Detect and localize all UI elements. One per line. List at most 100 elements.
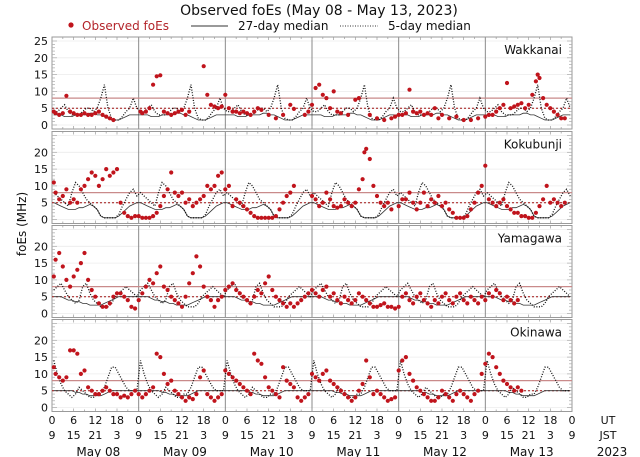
observed-point [64, 375, 69, 380]
legend: Observed foEs 27-day median 5-day median [68, 19, 471, 33]
observed-point [284, 304, 289, 309]
observed-point [338, 204, 343, 209]
x-tick-label-ut: 12 [88, 414, 102, 427]
observed-point [414, 294, 419, 299]
observed-point [486, 351, 491, 356]
observed-point [407, 190, 412, 195]
observed-point [51, 274, 56, 279]
observed-point [362, 150, 367, 155]
y-tick-label: 10 [34, 368, 48, 381]
observed-point [291, 304, 296, 309]
observed-point [418, 388, 423, 393]
observed-point [248, 392, 253, 397]
observed-point [263, 281, 268, 286]
observed-point [367, 375, 372, 380]
observed-point [212, 304, 217, 309]
x-tick-label-ut: 18 [197, 414, 211, 427]
observed-point [306, 291, 311, 296]
observed-point [96, 392, 101, 397]
observed-point [559, 116, 564, 121]
median-27day-line [53, 390, 571, 397]
observed-point [295, 301, 300, 306]
observed-point [389, 116, 394, 121]
observed-point [201, 284, 206, 289]
x-tick-label-ut: 6 [244, 414, 251, 427]
x-tick-label-jst: 3 [287, 429, 294, 442]
observed-point [439, 204, 445, 209]
observed-point [93, 173, 98, 178]
observed-point [114, 167, 120, 172]
observed-point [78, 112, 83, 117]
observed-point [508, 298, 513, 303]
observed-point [559, 204, 564, 209]
observed-point [75, 200, 80, 205]
chart-title: Observed foEs (May 08 - May 13, 2023) [180, 3, 458, 19]
observed-point [411, 378, 416, 383]
observed-point [324, 284, 329, 289]
observed-point [523, 214, 528, 219]
observed-point [360, 177, 365, 182]
observed-point [263, 215, 268, 220]
observed-point [281, 112, 286, 117]
observed-point [169, 378, 174, 383]
observed-point [270, 388, 275, 393]
observed-point [342, 294, 347, 299]
observed-point [501, 197, 506, 202]
observed-point [346, 395, 351, 400]
observed-point [241, 204, 246, 209]
observed-point [335, 385, 340, 390]
observed-point [515, 385, 520, 390]
observed-point [421, 392, 426, 397]
observed-point [508, 385, 513, 390]
observed-point [541, 96, 546, 101]
observed-point [136, 298, 141, 303]
observed-point [60, 193, 65, 199]
observed-point [179, 304, 185, 309]
x-tick-label-ut: 12 [348, 414, 362, 427]
observed-point [158, 355, 163, 360]
observed-point [450, 210, 455, 215]
observed-point [255, 106, 260, 111]
observed-point [349, 204, 354, 209]
observed-point [252, 214, 257, 219]
observed-point [555, 200, 560, 205]
median-27day-line [53, 202, 571, 219]
observed-point [508, 207, 513, 212]
observed-point [107, 301, 112, 306]
observed-point [353, 97, 358, 102]
x-tick-label-jst: 9 [222, 429, 229, 442]
observed-point [436, 116, 441, 121]
observed-point [288, 102, 293, 107]
observed-point [447, 395, 452, 400]
observed-point [71, 348, 76, 353]
observed-point [57, 375, 62, 380]
observed-point [273, 294, 278, 299]
x-tick-label-jst: 3 [460, 429, 467, 442]
x-axis: 0 6 12 18 0 6 12 18 0 6 12 18 0 6 12 18 0 6 12 18 0 6 12 18 0 9 15… [49, 414, 628, 457]
observed-point [313, 291, 318, 296]
observed-point [490, 294, 495, 299]
observed-point [411, 200, 416, 205]
observed-point [172, 388, 177, 393]
observed-point [68, 284, 73, 289]
observed-point [244, 388, 250, 393]
observed-point [89, 388, 94, 393]
observed-point [450, 301, 455, 306]
observed-point [476, 190, 481, 195]
x-tick-label-ut: 6 [157, 414, 164, 427]
observed-point [472, 200, 477, 205]
observed-point [86, 277, 91, 282]
observed-point [504, 204, 510, 209]
observed-point [104, 114, 109, 119]
observed-point [57, 197, 62, 202]
x-tick-label-jst: 15 [413, 429, 427, 442]
observed-point [143, 284, 148, 289]
observed-point [562, 116, 567, 121]
observed-point [331, 204, 336, 209]
observed-point [179, 190, 185, 195]
observed-point [313, 375, 318, 380]
observed-point [411, 109, 416, 114]
y-tick-label: 25 [34, 35, 48, 48]
observed-point [93, 111, 98, 116]
observed-point [234, 197, 239, 202]
